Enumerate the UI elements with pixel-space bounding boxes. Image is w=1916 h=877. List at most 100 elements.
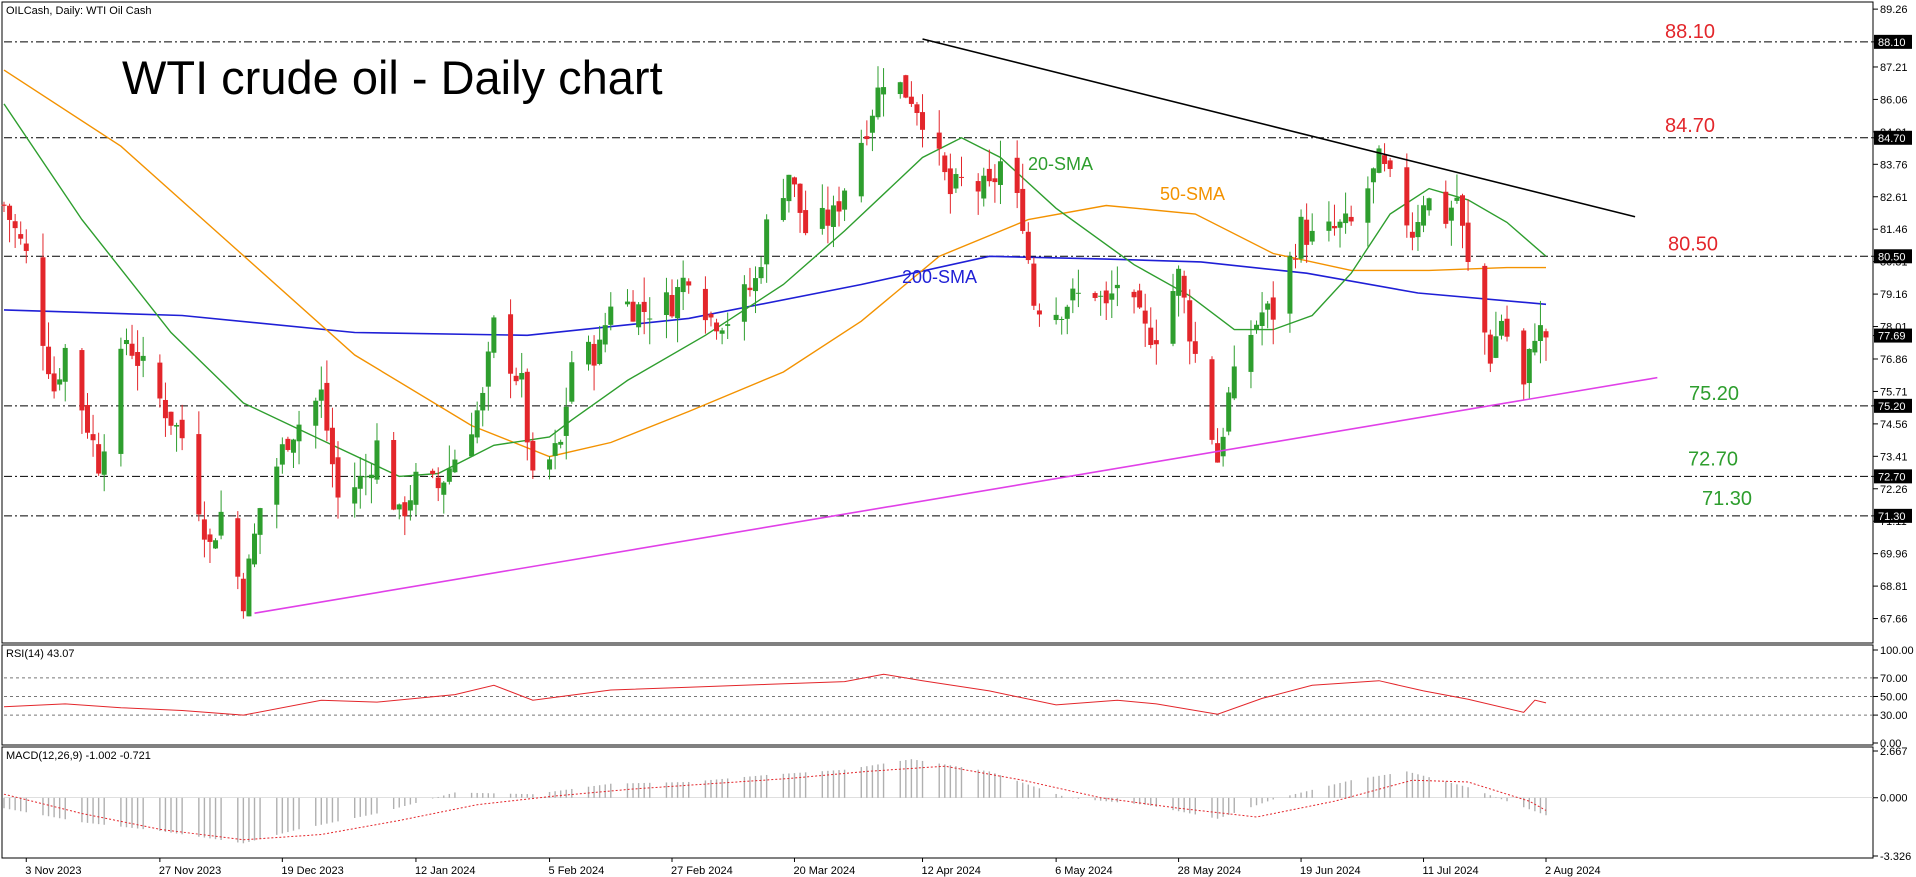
- candle-body: [179, 419, 185, 439]
- candle-body: [1415, 222, 1421, 238]
- candle-body: [1231, 366, 1237, 399]
- rsi-pane: 100.00 70.00 50.00 30.00 0.00: [3, 645, 1914, 750]
- candle-body: [1259, 312, 1265, 326]
- macd-tick-label: 2.667: [1880, 746, 1908, 758]
- price-box-label: 71.30: [1878, 511, 1906, 523]
- candle-body: [1504, 318, 1510, 337]
- candle-body: [842, 190, 848, 210]
- candle-body: [140, 355, 146, 361]
- price-tick-label: 82.61: [1880, 192, 1908, 204]
- candle-body: [797, 183, 803, 213]
- candle-body: [324, 382, 330, 431]
- rsi-tick-label: 70.00: [1880, 673, 1908, 685]
- candle-body: [680, 277, 686, 293]
- price-tick-label: 81.46: [1880, 224, 1908, 236]
- candle-body: [1064, 306, 1070, 319]
- candle-body: [1487, 334, 1493, 364]
- series-labels: 20-SMA 50-SMA 200-SMA: [902, 154, 1225, 287]
- candle-body: [1459, 195, 1465, 226]
- date-tick-label: 6 May 2024: [1055, 865, 1112, 877]
- level-label: 71.30: [1702, 488, 1752, 510]
- candle-body: [547, 459, 553, 470]
- candle-body: [213, 540, 219, 549]
- candle-body: [908, 96, 914, 104]
- candle-body: [296, 424, 302, 442]
- candle-body: [85, 405, 91, 433]
- level-label: 84.70: [1665, 115, 1715, 137]
- price-box-label: 84.70: [1878, 133, 1906, 145]
- date-tick-label: 3 Nov 2023: [25, 865, 81, 877]
- candle-body: [318, 389, 324, 401]
- candle-body: [936, 132, 942, 149]
- candle-body: [1075, 292, 1081, 294]
- candle-body: [1376, 148, 1382, 173]
- candle-body: [162, 399, 168, 419]
- candle-body: [753, 278, 759, 292]
- candle-body: [430, 470, 436, 474]
- pane-frames: [1, 1, 1874, 859]
- candle-body: [62, 347, 68, 382]
- candle-body: [1343, 213, 1349, 224]
- macd-header: MACD(12,26,9) -1.002 -0.721: [6, 750, 151, 762]
- candle-body: [279, 444, 285, 465]
- candle-body: [51, 373, 57, 392]
- candle-body: [764, 219, 770, 265]
- candle-body: [897, 82, 903, 95]
- candle-body: [1092, 293, 1098, 298]
- candle-body: [608, 306, 614, 325]
- level-labels: 88.10 84.70 80.50 75.20 72.70 71.30: [1665, 21, 1752, 510]
- candle-body: [1526, 349, 1532, 384]
- candle-body: [1025, 231, 1031, 261]
- candle-body: [1220, 436, 1226, 457]
- rsi-tick-label: 0.00: [1880, 738, 1901, 750]
- candle-body: [157, 362, 163, 399]
- candle-body: [101, 451, 107, 475]
- rsi-tick-label: 30.00: [1880, 710, 1908, 722]
- candle-body: [1187, 300, 1193, 342]
- candle-body: [1532, 340, 1538, 353]
- price-tick-label: 89.26: [1880, 4, 1908, 16]
- candle-body: [563, 406, 569, 436]
- candle-body: [702, 288, 708, 321]
- candle-body: [407, 500, 413, 511]
- price-box: [1874, 130, 1912, 145]
- candle-body: [636, 304, 642, 328]
- candle-body: [1521, 330, 1527, 385]
- candle-body: [1059, 318, 1065, 320]
- candle-body: [168, 411, 174, 426]
- price-tick-label: 73.41: [1880, 451, 1908, 463]
- candle-body: [391, 440, 397, 510]
- candle-body: [313, 400, 319, 426]
- candle-body: [830, 205, 836, 227]
- candle-body: [1142, 310, 1148, 324]
- candle-body: [196, 434, 202, 515]
- candle-body: [374, 440, 380, 480]
- candle-body: [825, 209, 831, 226]
- candle-body: [630, 301, 636, 322]
- candle-body: [446, 468, 452, 482]
- candle-body: [413, 471, 419, 505]
- candle-body: [1131, 291, 1137, 298]
- candle-body: [597, 339, 603, 364]
- candle-body: [1031, 263, 1037, 306]
- candle-body: [135, 352, 141, 366]
- candle-body: [46, 346, 52, 375]
- candle-body: [1109, 293, 1115, 300]
- candle-body: [1148, 327, 1154, 345]
- candlesticks: [1, 66, 1549, 619]
- candle-body: [1543, 331, 1549, 338]
- candle-body: [1226, 392, 1232, 432]
- candle-body: [953, 174, 959, 189]
- candle-body: [1254, 324, 1260, 330]
- candle-body: [1387, 160, 1393, 169]
- candle-body: [552, 443, 558, 456]
- candle-body: [1103, 290, 1109, 304]
- candle-body: [79, 350, 85, 411]
- date-tick-label: 2 Aug 2024: [1545, 865, 1601, 877]
- candle-body: [40, 257, 46, 346]
- candle-body: [569, 362, 575, 402]
- candle-body: [1215, 443, 1221, 463]
- price-box: [1874, 249, 1912, 264]
- candle-body: [914, 104, 920, 113]
- candle-body: [647, 318, 653, 320]
